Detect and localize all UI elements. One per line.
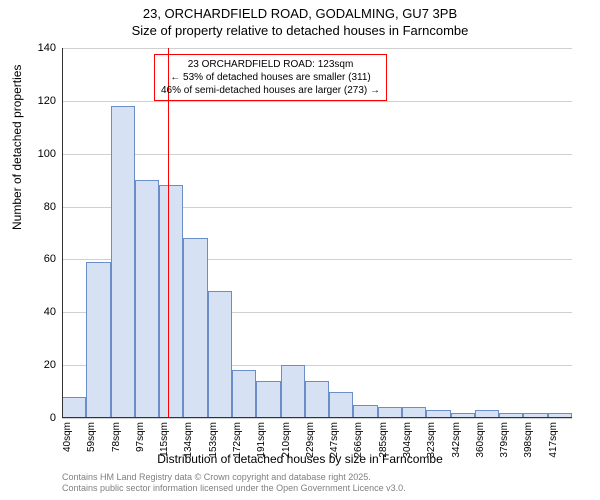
y-tick-label: 60 (44, 253, 56, 265)
x-tick-label: 285sqm (378, 422, 389, 462)
x-tick-label: 229sqm (305, 422, 316, 462)
x-axis-line (62, 417, 572, 418)
histogram-bar (305, 381, 329, 418)
chart-title-line2: Size of property relative to detached ho… (0, 21, 600, 38)
y-tick-label: 40 (44, 306, 56, 318)
histogram-bar (232, 370, 256, 418)
y-tick-label: 0 (50, 412, 56, 424)
gridline (62, 418, 572, 419)
x-tick-label: 417sqm (548, 422, 559, 462)
x-tick-label: 323sqm (426, 422, 437, 462)
gridline (62, 154, 572, 155)
histogram-bar (329, 392, 353, 418)
gridline (62, 48, 572, 49)
y-tick-label: 120 (38, 95, 56, 107)
x-tick-label: 40sqm (62, 422, 73, 462)
annotation-line3: 46% of semi-detached houses are larger (… (161, 84, 380, 97)
x-tick-label: 115sqm (159, 422, 170, 462)
y-tick-label: 140 (38, 42, 56, 54)
x-tick-label: 398sqm (523, 422, 534, 462)
histogram-bar (183, 238, 207, 418)
x-tick-label: 304sqm (402, 422, 413, 462)
chart-container: 23, ORCHARDFIELD ROAD, GODALMING, GU7 3P… (0, 0, 600, 500)
footer-line1: Contains HM Land Registry data © Crown c… (62, 472, 406, 483)
x-tick-label: 78sqm (111, 422, 122, 462)
plot-area: 23 ORCHARDFIELD ROAD: 123sqm← 53% of det… (62, 48, 572, 418)
y-axis-line (62, 48, 63, 418)
x-tick-label: 379sqm (499, 422, 510, 462)
histogram-bar (62, 397, 86, 418)
x-tick-label: 247sqm (329, 422, 340, 462)
y-tick-label: 20 (44, 359, 56, 371)
histogram-bar (256, 381, 280, 418)
x-tick-label: 97sqm (135, 422, 146, 462)
annotation-box: 23 ORCHARDFIELD ROAD: 123sqm← 53% of det… (154, 54, 387, 101)
x-tick-label: 134sqm (183, 422, 194, 462)
histogram-bar (281, 365, 305, 418)
x-tick-label: 191sqm (256, 422, 267, 462)
x-tick-label: 153sqm (208, 422, 219, 462)
x-tick-label: 210sqm (281, 422, 292, 462)
y-tick-label: 80 (44, 201, 56, 213)
histogram-bar (135, 180, 159, 418)
footer-attribution: Contains HM Land Registry data © Crown c… (62, 472, 406, 494)
histogram-bar (111, 106, 135, 418)
x-tick-label: 59sqm (86, 422, 97, 462)
x-tick-label: 266sqm (353, 422, 364, 462)
y-axis-label: Number of detached properties (10, 65, 24, 230)
histogram-bar (208, 291, 232, 418)
annotation-line2: ← 53% of detached houses are smaller (31… (161, 71, 380, 84)
x-tick-label: 172sqm (232, 422, 243, 462)
annotation-line1: 23 ORCHARDFIELD ROAD: 123sqm (161, 58, 380, 71)
y-tick-label: 100 (38, 148, 56, 160)
reference-line (168, 48, 169, 418)
x-tick-label: 360sqm (475, 422, 486, 462)
x-tick-label: 342sqm (451, 422, 462, 462)
histogram-bar (86, 262, 110, 418)
footer-line2: Contains public sector information licen… (62, 483, 406, 494)
histogram-bar (159, 185, 183, 418)
chart-title-line1: 23, ORCHARDFIELD ROAD, GODALMING, GU7 3P… (0, 0, 600, 21)
